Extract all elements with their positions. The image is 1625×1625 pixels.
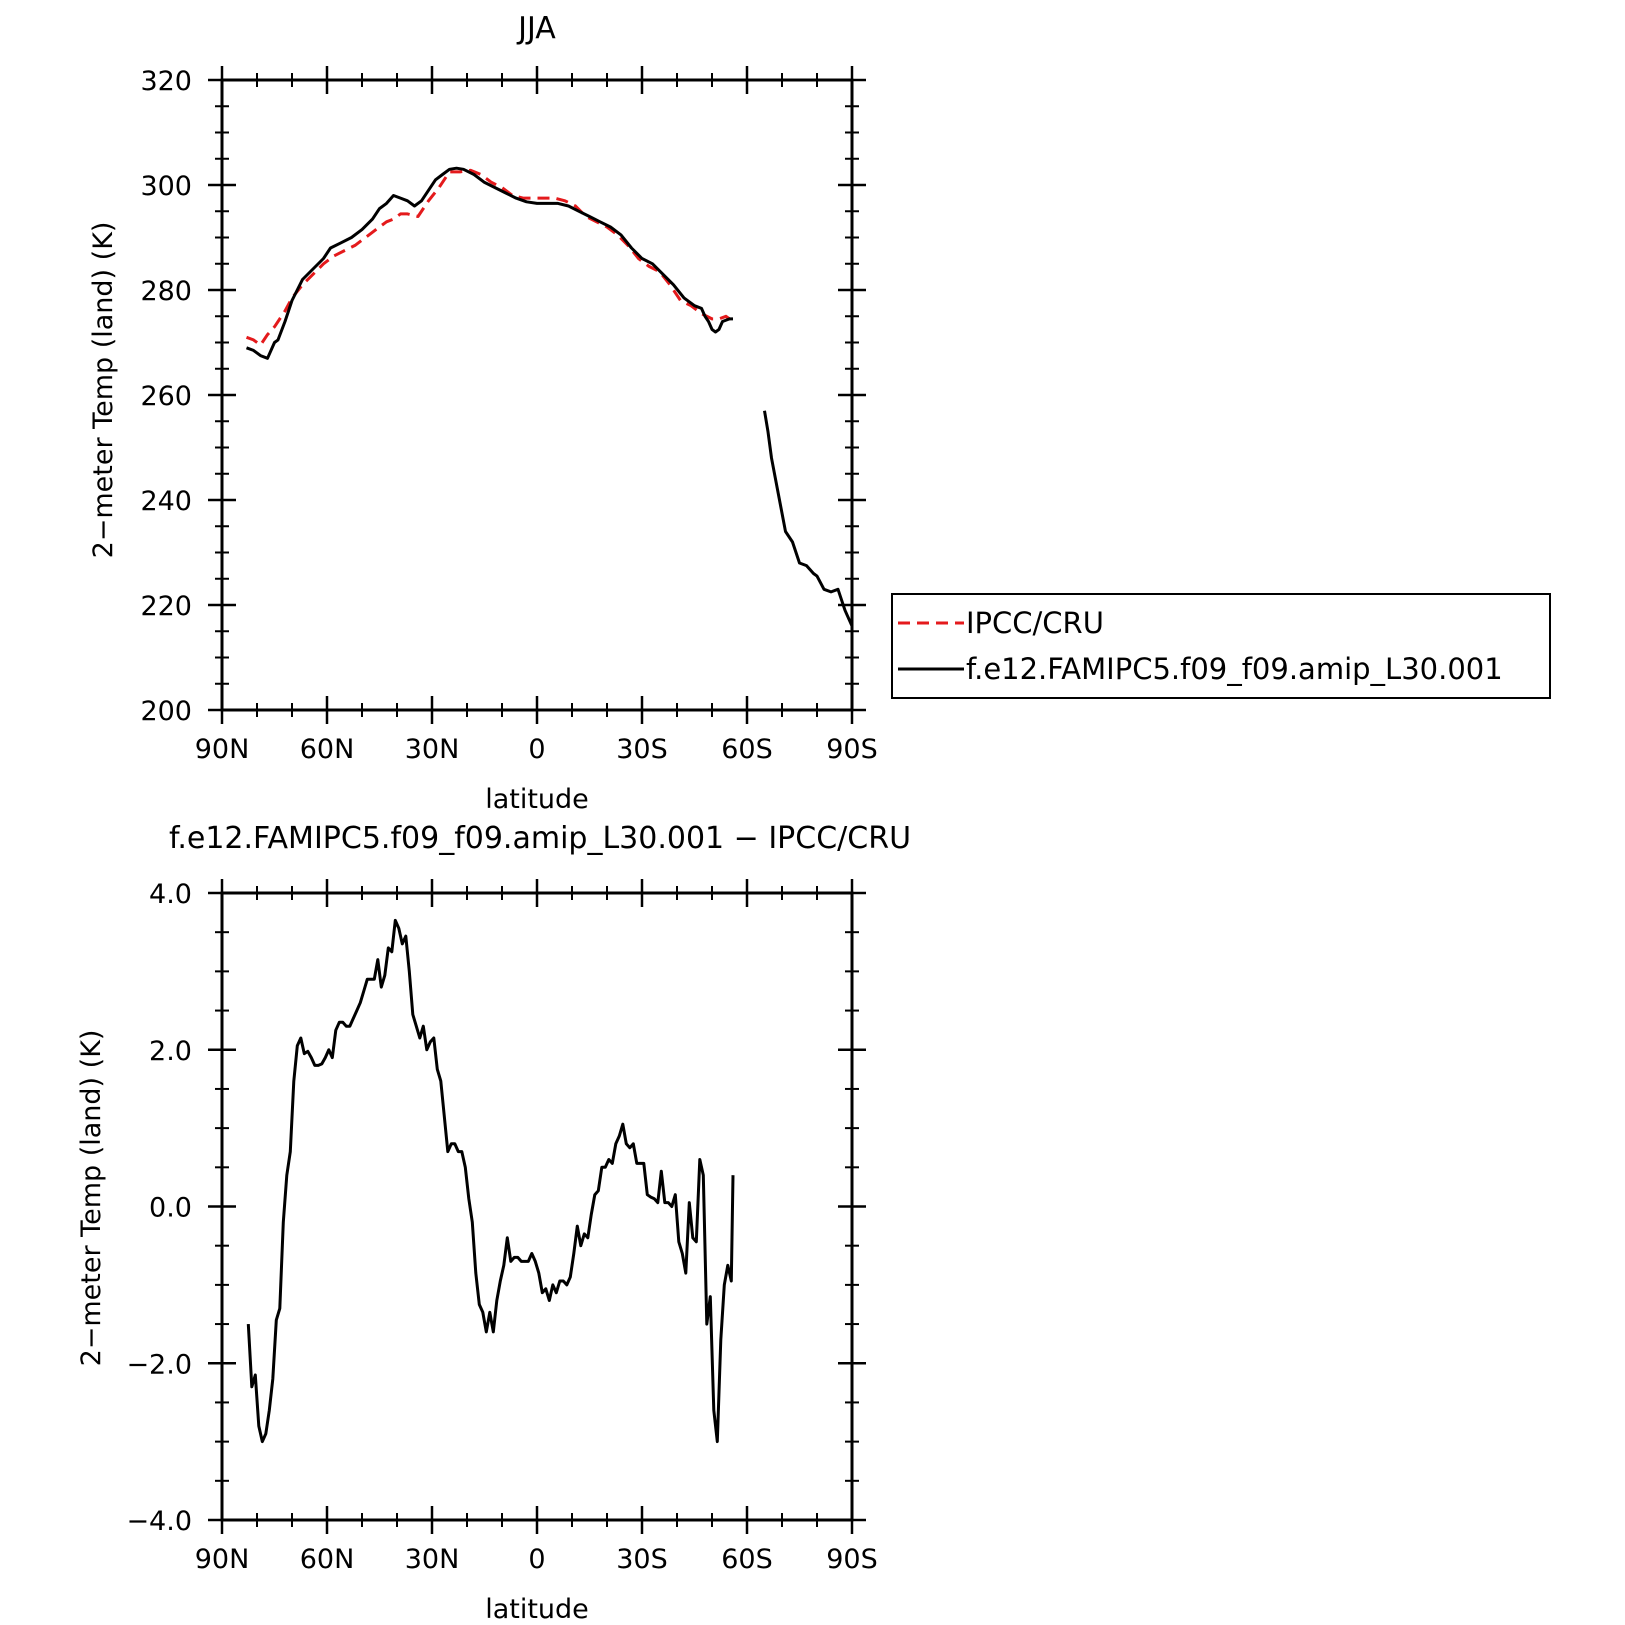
x-tick-label: 60S [721,734,773,765]
x-tick-label: 90N [195,734,250,765]
x-tick-label: 30N [405,1544,460,1575]
y-tick-label: −4.0 [126,1506,192,1537]
legend: IPCC/CRU f.e12.FAMIPC5.f09_f09.amip_L30.… [891,593,1551,699]
x-axis-title-bottom: latitude [485,1594,589,1625]
y-tick-label: 220 [140,591,192,622]
x-tick-label: 90S [826,734,878,765]
y-tick-label: 2.0 [149,1036,192,1067]
y-tick-label: 260 [140,381,192,412]
x-tick-label: 90N [195,1544,250,1575]
legend-box [891,593,1551,699]
y-tick-label: 0.0 [149,1193,192,1224]
legend-label-ipcc-cru: IPCC/CRU [966,606,1104,640]
chart-title-top: JJA [516,11,556,46]
x-tick-label: 60N [300,734,355,765]
x-tick-label: 30S [616,734,668,765]
chart-title-bottom: f.e12.FAMIPC5.f09_f09.amip_L30.001 − IPC… [169,821,911,856]
x-tick-label: 60S [721,1544,773,1575]
plot-frame [220,891,854,1522]
x-tick-label: 30N [405,734,460,765]
y-axis-title-bottom: 2−meter Temp (land) (K) [76,1030,107,1367]
x-tick-label: 0 [528,734,545,765]
x-tick-label: 90S [826,1544,878,1575]
chart-top: JJA 90N 60N 30N 0 30S 60S 90S 200 220 240 260 280 30… [88,11,878,815]
series-line-0 [246,918,735,1444]
y-tick-label: −2.0 [126,1349,192,1380]
y-tick-label: 4.0 [149,879,192,910]
plot-frame [220,78,854,712]
series-line-0 [245,168,734,347]
x-tick-label: 0 [528,1544,545,1575]
plot-area-bottom: 90N 60N 30N 0 30S 60S 90S −4.0 −2.0 0.0 2.0 4.0 [126,879,878,1575]
plot-area-top: 90N 60N 30N 0 30S 60S 90S 200 220 240 260 280 300 320 [140,66,878,765]
series-line-1 [245,166,733,360]
chart-bottom: f.e12.FAMIPC5.f09_f09.amip_L30.001 − IPC… [76,821,911,1625]
y-axis-title-top: 2−meter Temp (land) (K) [88,222,119,559]
legend-label-model: f.e12.FAMIPC5.f09_f09.amip_L30.001 [966,652,1503,686]
y-tick-label: 200 [140,696,192,727]
x-axis-title-top: latitude [485,784,589,815]
x-tick-label: 60N [300,1544,355,1575]
y-tick-label: 320 [140,66,192,97]
series-line-2 [763,410,852,627]
x-tick-label: 30S [616,1544,668,1575]
y-tick-label: 300 [140,171,192,202]
y-tick-label: 280 [140,276,192,307]
y-tick-label: 240 [140,486,192,517]
